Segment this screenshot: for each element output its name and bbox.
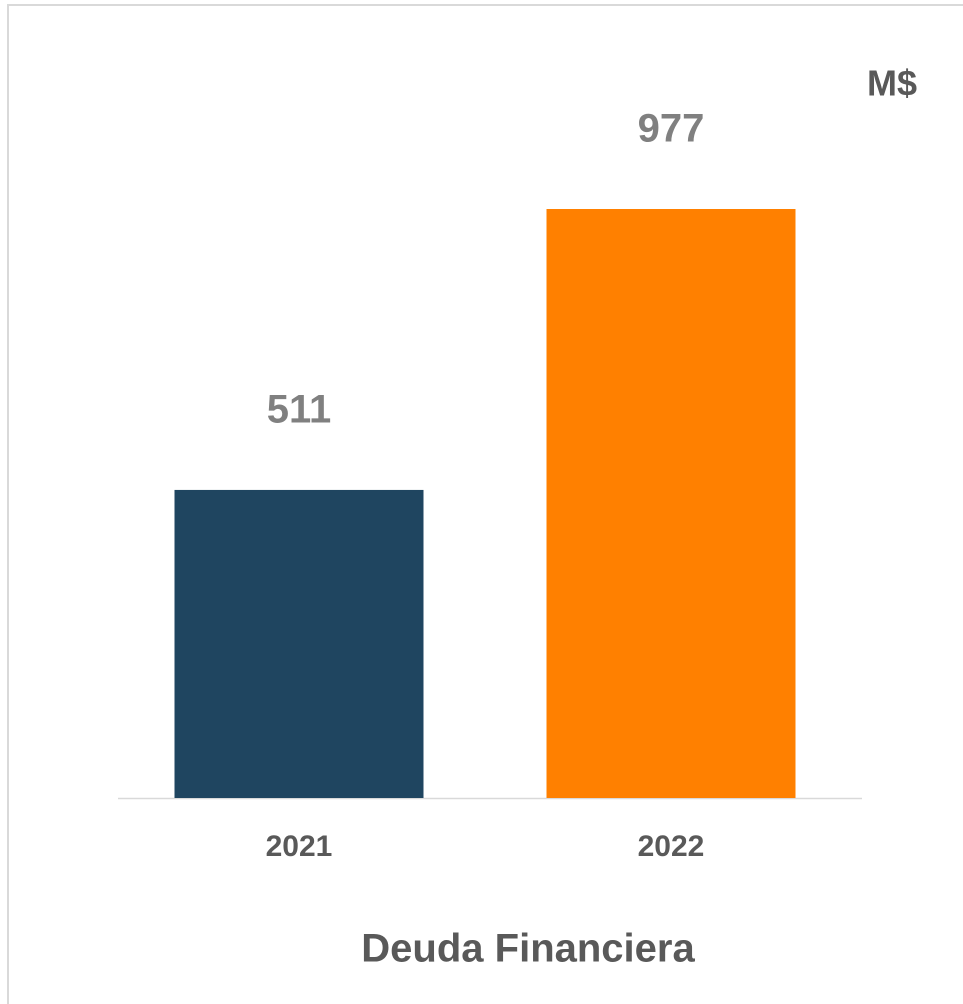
data-label: 977 bbox=[638, 107, 705, 151]
unit-label: M$ bbox=[867, 63, 917, 104]
bar bbox=[174, 489, 424, 798]
data-label: 511 bbox=[267, 387, 332, 431]
bar bbox=[546, 209, 796, 798]
x-tick-label: 2022 bbox=[638, 830, 705, 863]
frame bbox=[7, 4, 963, 1004]
chart-title: Deuda Financiera bbox=[361, 927, 695, 971]
x-tick-label: 2021 bbox=[266, 830, 333, 863]
